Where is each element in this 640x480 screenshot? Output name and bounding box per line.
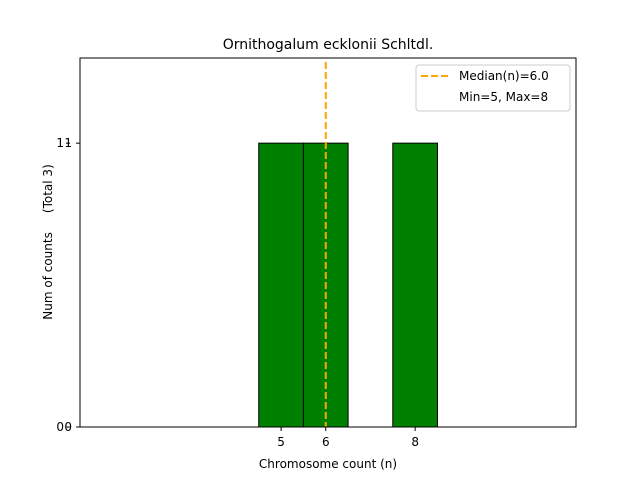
x-axis-label: Chromosome count (n) (259, 457, 397, 471)
bar-5 (258, 142, 304, 428)
axes-frame (79, 57, 577, 428)
legend: Median(n)=6.0 Min=5, Max=8 (415, 64, 571, 112)
legend-median-label: Median(n)=6.0 (459, 69, 549, 83)
y-tick-label-outer-0: 0 (56, 420, 64, 434)
x-tick-label-5: 5 (277, 435, 285, 449)
legend-range-label: Min=5, Max=8 (459, 90, 548, 104)
y-tick-label-outer-1: 1 (56, 136, 64, 150)
chart-title: Ornithogalum ecklonii Schltdl. (223, 37, 434, 53)
y-axis-label: Num of counts (Total 3) (41, 164, 55, 319)
legend-box (415, 64, 571, 112)
x-tick-label-6: 6 (322, 435, 330, 449)
bar-8 (392, 142, 438, 428)
x-tick-label-8: 8 (411, 435, 419, 449)
